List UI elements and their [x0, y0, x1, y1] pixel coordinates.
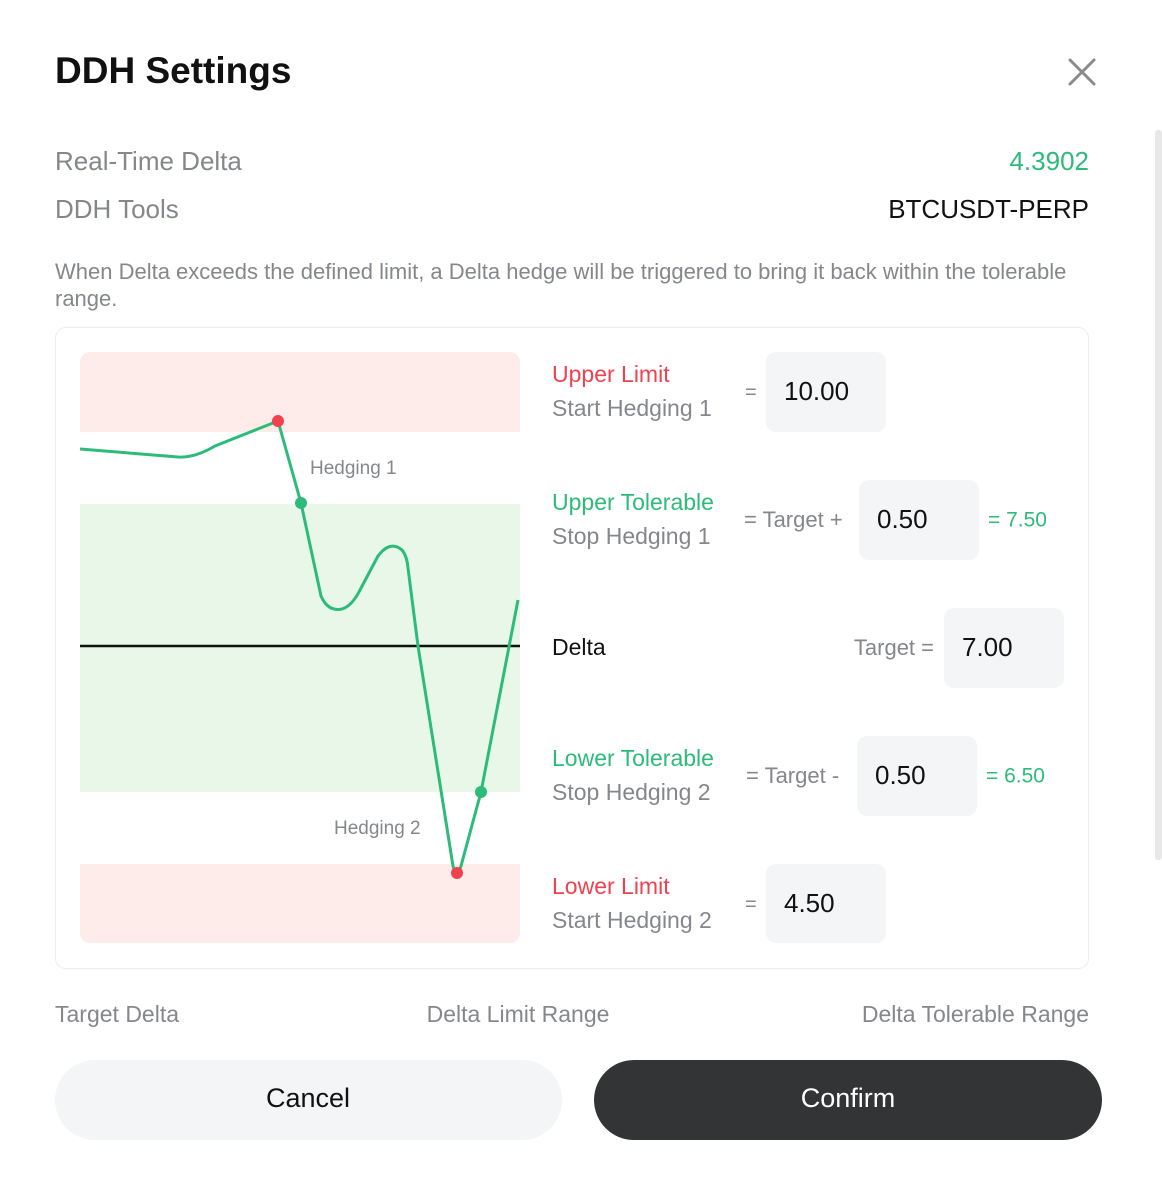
input-value: 0.50	[875, 760, 926, 790]
row-subtitle: Start Hedging 2	[552, 907, 712, 933]
info-label: DDH Tools	[55, 194, 179, 224]
row-subtitle: Stop Hedging 2	[552, 779, 711, 805]
result: = 7.50	[988, 509, 1047, 532]
button-label: Confirm	[801, 1083, 896, 1113]
operator: = Target +	[744, 507, 843, 532]
scrollbar	[1155, 130, 1162, 860]
result: = 6.50	[986, 765, 1045, 788]
info-label: Real-Time Delta	[55, 146, 242, 176]
input-box[interactable]	[859, 480, 979, 560]
row-title: Upper Limit	[552, 361, 670, 387]
input-value: 10.00	[784, 376, 849, 406]
row-title: Delta	[552, 634, 606, 660]
input-value: 7.00	[962, 632, 1013, 662]
operator: = Target -	[746, 763, 839, 788]
diagram-box	[55, 327, 1089, 969]
footer-label: Delta Limit Range	[427, 1001, 610, 1027]
operator: =	[745, 381, 757, 403]
annotation: Hedging 1	[310, 458, 397, 479]
description: When Delta exceeds the defined limit, a …	[55, 259, 1067, 311]
annotation: Hedging 2	[334, 818, 421, 839]
input-value: 0.50	[877, 504, 928, 534]
input-box[interactable]	[944, 608, 1064, 688]
footer-label: Target Delta	[55, 1001, 179, 1027]
confirm-button[interactable]: Confirm	[594, 1060, 1102, 1140]
input-box[interactable]	[857, 736, 977, 816]
close-button[interactable]	[1068, 58, 1096, 86]
footer-label: Delta Tolerable Range	[862, 1001, 1089, 1027]
cancel-button[interactable]: Cancel	[55, 1060, 562, 1140]
input-box[interactable]	[766, 864, 886, 943]
input-value: 4.50	[784, 888, 835, 918]
button-label: Cancel	[266, 1083, 350, 1113]
dialog-title: DDH Settings	[55, 50, 291, 91]
operator: =	[745, 893, 757, 915]
info-value: BTCUSDT-PERP	[888, 194, 1089, 224]
row-subtitle: Stop Hedging 1	[552, 523, 711, 549]
row-title: Lower Tolerable	[552, 745, 714, 771]
info-value: 4.3902	[1009, 146, 1089, 176]
diagram-graph	[79, 352, 520, 943]
row-title: Lower Limit	[552, 873, 670, 899]
row-subtitle: Start Hedging 1	[552, 395, 712, 421]
input-box[interactable]	[766, 352, 886, 432]
operator: Target =	[854, 635, 934, 660]
row-title: Upper Tolerable	[552, 489, 714, 515]
